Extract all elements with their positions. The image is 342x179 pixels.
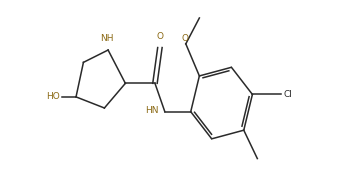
Text: O: O [156,32,163,41]
Text: O: O [181,34,188,43]
Text: HN: HN [145,106,159,115]
Text: Cl: Cl [283,90,292,99]
Text: HO: HO [46,92,60,101]
Text: NH: NH [100,34,114,43]
